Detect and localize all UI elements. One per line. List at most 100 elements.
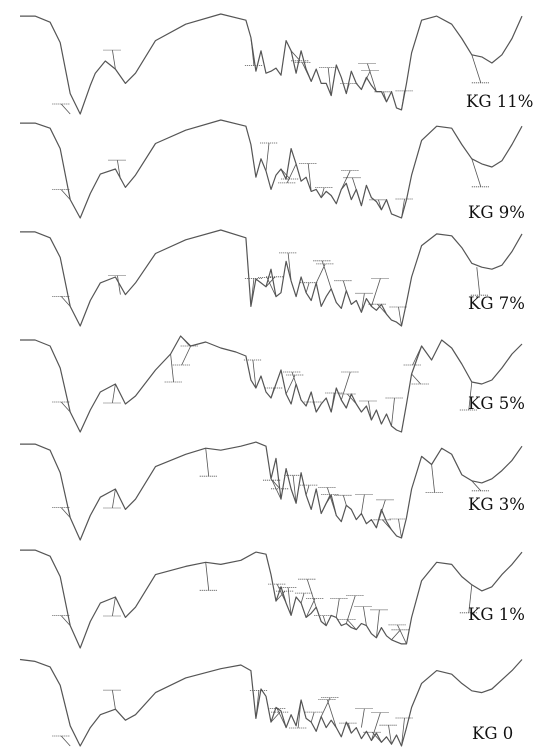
peak-marker-kg-0-2 [255, 690, 260, 719]
peak-marker-kg-11--10 [401, 90, 405, 110]
peak-marker-kg-9--0 [60, 189, 71, 200]
peak-marker-kg-3--1 [112, 488, 116, 509]
peak-marker-kg-7--11 [371, 278, 381, 307]
peak-marker-kg-5--0 [60, 401, 71, 413]
peak-marker-kg-1--8 [306, 579, 317, 608]
peak-marker-kg-5--16 [412, 345, 422, 366]
sample-label-kg-3: KG 3% [468, 495, 525, 514]
spectrum-trace-kg-11- [20, 13, 523, 115]
peak-marker-kg-7--0 [60, 296, 71, 307]
peak-marker-kg-7--6 [305, 282, 310, 293]
peak-marker-kg-9--11 [471, 158, 482, 187]
peak-marker-kg-9--10 [401, 198, 405, 219]
trace-layer-kg-1 [20, 549, 523, 649]
peak-marker-kg-0-9 [347, 722, 352, 734]
peak-marker-kg-1--1 [112, 596, 116, 617]
peak-marker-kg-5--10 [330, 392, 335, 413]
peak-marker-kg-3--15 [471, 480, 482, 492]
peak-marker-kg-0-7 [320, 697, 331, 717]
panel-kg-7: KG 7% [20, 229, 525, 327]
peak-marker-kg-3--6 [305, 484, 310, 496]
peak-marker-kg-5--1 [112, 383, 116, 404]
peak-marker-kg-5--5 [252, 359, 257, 389]
peak-marker-kg-0-12 [372, 732, 382, 743]
peak-marker-kg-5--17 [468, 381, 473, 411]
peak-marker-kg-1--15 [391, 629, 401, 641]
spectrum-trace-kg-7- [20, 229, 523, 327]
peak-layer-kg-9 [52, 142, 490, 219]
sample-label-kg-11: KG 11% [466, 92, 533, 111]
peak-marker-kg-5--14 [391, 397, 395, 427]
peak-marker-kg-7--8 [321, 260, 332, 289]
peak-marker-kg-9--2 [265, 142, 270, 172]
sample-label-kg-9: KG 9% [468, 203, 525, 222]
sample-label-kg-5: KG 5% [468, 394, 525, 413]
panel-kg-11: KG 11% [20, 13, 533, 115]
peak-marker-kg-1--9 [322, 615, 327, 626]
peak-marker-kg-0-6 [310, 711, 315, 723]
panel-kg-0: KG 0 [19, 658, 523, 747]
peak-layer-kg-11 [52, 37, 490, 115]
peak-marker-kg-1--4 [276, 583, 287, 604]
peak-marker-kg-11--7 [361, 70, 371, 90]
peak-layer-kg-0 [52, 689, 414, 747]
peak-marker-kg-7--2 [250, 278, 255, 307]
peak-marker-kg-3--10 [361, 494, 365, 514]
trace-layer-kg-7 [20, 229, 523, 327]
peak-marker-kg-1--0 [60, 615, 71, 626]
peak-marker-kg-7--13 [398, 306, 402, 327]
peak-layer-kg-3 [52, 448, 490, 539]
trace-layer-kg-0 [19, 658, 523, 747]
peak-marker-kg-9--3 [280, 168, 291, 180]
peak-marker-kg-5--7 [285, 374, 296, 395]
spectrum-trace-kg-1- [20, 549, 523, 649]
sample-label-kg-0: KG 0 [472, 724, 513, 743]
peak-marker-kg-7--4 [266, 277, 277, 297]
peak-marker-kg-11--1 [112, 50, 116, 70]
peak-marker-kg-7--14 [476, 267, 481, 296]
peak-marker-kg-3--7 [320, 494, 331, 514]
peak-marker-kg-9--5 [307, 163, 312, 192]
peak-marker-kg-5--4 [181, 345, 192, 366]
peak-marker-kg-1--12 [347, 619, 357, 630]
peak-marker-kg-1--13 [363, 606, 367, 626]
peak-marker-kg-7--12 [377, 303, 387, 315]
peak-marker-kg-1--5 [287, 587, 292, 616]
peak-layer-kg-5 [52, 335, 478, 427]
trace-layer-kg-9 [20, 119, 523, 219]
peak-layer-kg-7 [52, 252, 489, 327]
peak-marker-kg-1--14 [376, 609, 380, 638]
peak-marker-kg-3--8 [326, 487, 337, 516]
peak-marker-kg-11--0 [60, 103, 71, 115]
peak-marker-kg-9--7 [340, 170, 351, 190]
peak-marker-kg-11--5 [327, 67, 332, 96]
peak-marker-kg-5--15 [411, 373, 421, 385]
peak-marker-kg-5--9 [312, 401, 317, 413]
spectrum-trace-kg-3- [20, 441, 523, 541]
trace-layer-kg-3 [20, 441, 523, 541]
peak-marker-kg-5--12 [347, 393, 357, 405]
peak-marker-kg-0-11 [371, 712, 381, 741]
peak-marker-kg-3--5 [292, 475, 297, 504]
peak-marker-kg-1--11 [345, 595, 356, 624]
panel-kg-1: KG 1% [20, 549, 525, 649]
peak-marker-kg-1--16 [397, 624, 407, 645]
peak-marker-kg-0-14 [401, 717, 405, 747]
sample-label-kg-1: KG 1% [468, 605, 525, 624]
peak-marker-kg-11--6 [345, 83, 350, 94]
peak-marker-kg-3--2 [205, 448, 210, 477]
peak-marker-kg-7--3 [265, 276, 276, 288]
peak-marker-kg-11--4 [301, 62, 312, 82]
peak-marker-kg-11--11 [471, 54, 482, 83]
panel-kg-9: KG 9% [20, 119, 525, 222]
peak-marker-kg-0-13 [388, 725, 392, 745]
peak-layer-kg-1 [52, 562, 478, 645]
peak-marker-kg-5--3 [180, 335, 190, 347]
peak-marker-kg-0-3 [270, 711, 281, 723]
peak-marker-kg-9--6 [320, 187, 325, 198]
peak-marker-kg-5--13 [368, 400, 372, 421]
peak-marker-kg-1--7 [305, 598, 316, 618]
peak-marker-kg-0-5 [297, 699, 302, 729]
peak-marker-kg-3--13 [398, 518, 402, 539]
